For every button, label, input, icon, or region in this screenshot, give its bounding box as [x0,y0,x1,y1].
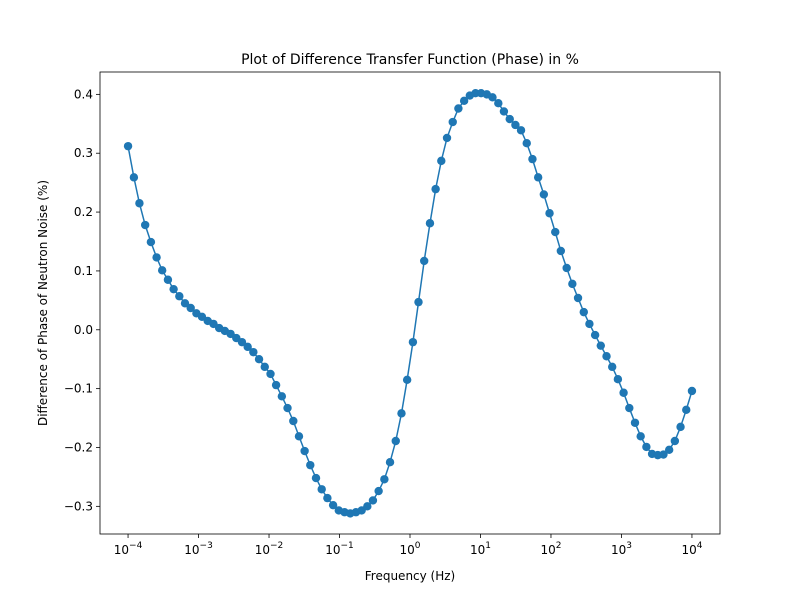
data-point [266,369,275,379]
data-point [459,96,469,106]
y-tick-label: 0.3 [74,146,93,160]
data-point [539,190,549,199]
y-tick-label: 0.1 [74,264,93,278]
data-point [402,375,412,385]
y-tick-label: −0.1 [64,382,93,396]
data-point [630,418,640,427]
data-point [300,446,309,456]
data-point [271,380,281,390]
data-point [511,120,520,130]
y-tick-label: 0.0 [74,323,93,337]
data-point [169,284,178,294]
data-point [642,442,651,452]
data-point [289,416,298,426]
data-point [323,493,332,503]
data-point [397,409,406,418]
data-point [545,209,554,218]
data-point [328,500,338,510]
data-point [374,486,383,496]
data-point [676,422,685,432]
data-point [494,98,503,108]
data-point [385,457,395,467]
y-tick-label: −0.3 [64,499,93,513]
data-point [613,375,623,384]
data-point [568,279,577,289]
data-point [368,496,378,505]
data-point [414,297,423,307]
data-point [277,392,287,401]
data-point [254,355,264,364]
data-point [505,114,514,124]
y-tick-label: 0.2 [74,205,93,219]
data-point [442,133,452,143]
data-point [687,386,697,396]
plot-frame [99,71,721,535]
data-point [596,341,605,350]
data-point [619,388,628,397]
data-point [528,154,537,164]
data-point [123,141,133,151]
data-point [670,436,680,446]
data-point [579,307,588,317]
data-point [556,246,566,256]
data-point [488,93,497,102]
chart-title: Plot of Difference Transfer Function (Ph… [241,52,579,68]
data-point [129,173,139,182]
data-point [682,405,691,415]
data-point [664,445,674,455]
data-point [659,450,668,459]
y-axis-label: Difference of Phase of Neutron Noise (%) [36,180,50,426]
data-point [186,303,195,313]
data-point [135,199,144,208]
data-point [140,220,150,230]
data-point [146,237,156,247]
data-point [237,337,247,347]
x-axis-label: Frequency (Hz) [365,569,456,583]
data-point [516,126,526,135]
data-point [437,156,446,166]
data-point [391,436,400,446]
data-point [585,319,594,329]
data-point [311,473,321,483]
data-point [602,352,611,361]
data-point [448,117,457,127]
data-point [317,485,326,494]
data-point [636,432,645,441]
data-point [294,432,304,441]
data-point [562,263,571,273]
data-point [249,347,258,357]
data-point [522,139,531,148]
data-point [533,173,543,182]
data-point [454,104,463,113]
data-point [499,107,509,116]
y-tick-label: 0.4 [74,87,93,101]
data-point [551,227,560,237]
data-point [573,293,583,303]
data-point [419,256,429,266]
data-point [260,362,269,372]
data-point [625,403,634,413]
data-point [157,266,167,275]
data-point [163,275,173,284]
data-point [408,337,418,347]
data-point [380,475,389,484]
y-tick-label: −0.2 [64,440,93,454]
data-point [431,184,440,194]
data-point [283,403,292,413]
data-point [175,292,184,301]
data-point [425,219,435,228]
data-point [590,330,600,340]
data-point [306,460,315,470]
data-point [363,502,372,511]
data-point [608,362,617,372]
data-point [180,299,190,308]
data-point [243,342,252,352]
data-point [152,253,161,262]
